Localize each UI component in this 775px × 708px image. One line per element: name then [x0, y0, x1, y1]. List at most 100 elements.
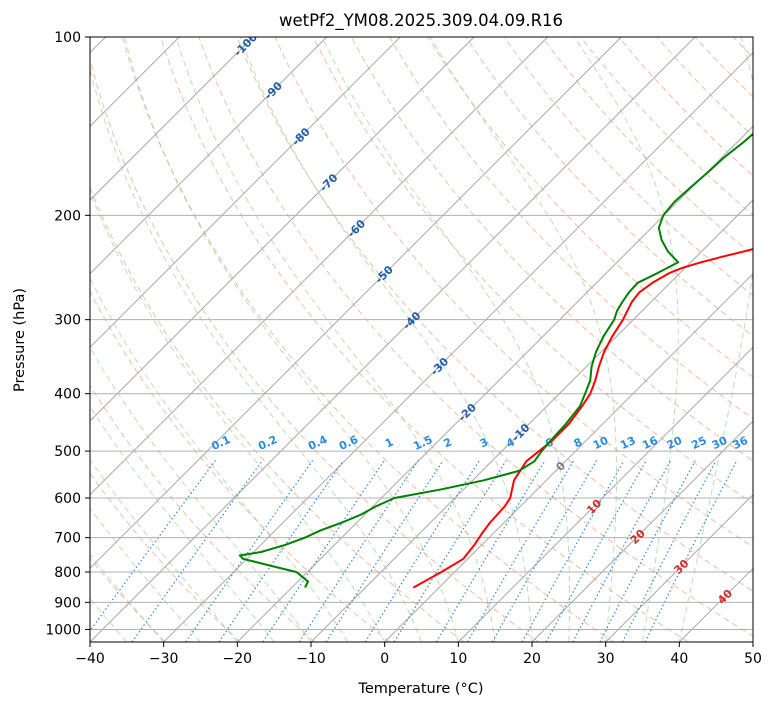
y-tick-label: 600 — [54, 491, 81, 507]
isotherm-line — [90, 37, 475, 422]
moist-adiabat — [90, 190, 386, 642]
dry-adiabat — [465, 37, 753, 337]
dry-adiabat — [90, 472, 241, 642]
moist-adiabat — [90, 553, 165, 642]
isotherm-line — [90, 37, 622, 570]
mixing-ratio-line — [435, 460, 546, 642]
isotherm-line — [163, 51, 753, 642]
background-lines — [90, 37, 775, 642]
mixing-ratio-label: 8 — [572, 435, 584, 450]
mixing-ratio-line — [364, 460, 480, 642]
isotherm-line — [90, 37, 696, 642]
mixing-ratio-line — [325, 460, 444, 642]
chart-title: wetPf2_YM08.2025.309.04.09.R16 — [279, 11, 563, 31]
dry-adiabat — [90, 58, 540, 642]
y-tick-label: 200 — [54, 208, 81, 224]
mixing-ratio-line — [545, 460, 647, 642]
moist-adiabat — [90, 276, 349, 642]
dry-adiabat — [274, 37, 753, 548]
mixing-ratio-line — [491, 460, 598, 642]
x-axis-label: Temperature (°C) — [357, 681, 483, 697]
y-tick-label: 100 — [54, 30, 81, 46]
mixing-ratio-line — [131, 460, 263, 642]
mixing-ratio-label: 16 — [640, 434, 660, 452]
moist-adiabat — [90, 405, 275, 642]
isotherm-line — [605, 493, 753, 642]
isotherm-line — [236, 125, 753, 642]
isotherm-line — [90, 37, 401, 349]
x-tick-label: 30 — [597, 651, 615, 667]
moist-adiabat — [678, 37, 753, 642]
x-tick-label: 10 — [449, 651, 467, 667]
dewpoint-profile-line — [238, 132, 753, 589]
isotherm-line — [310, 199, 753, 642]
profile-series — [238, 132, 753, 589]
moist-adiabat — [90, 458, 238, 642]
isotherm-line — [678, 567, 753, 642]
dry-adiabat — [732, 37, 753, 59]
line-annotations: 0.1 0.2 0.4 0.6 1 1.5 2 3 4 6 8 10 13 16 20 25 30 36-100-… — [209, 30, 751, 607]
mixing-ratio-label: 0.1 — [209, 433, 232, 453]
dry-adiabat — [236, 37, 753, 592]
mixing-ratio-label: 10 — [591, 434, 611, 452]
x-tick-label: −30 — [149, 651, 179, 667]
mixing-ratio-line — [298, 460, 419, 642]
dry-adiabat — [312, 37, 753, 505]
dry-adiabat — [122, 37, 614, 642]
dry-adiabat — [351, 37, 753, 462]
mixing-ratio-label: 1 — [383, 435, 395, 450]
plot-area: 0.1 0.2 0.4 0.6 1 1.5 2 3 4 6 8 10 13 16 20 25 30 36-100-… — [90, 30, 775, 642]
moist-adiabat — [321, 37, 571, 642]
mixing-ratio-label: 30 — [710, 434, 730, 452]
mixing-ratio-line — [90, 460, 216, 632]
y-tick-label: 700 — [54, 531, 81, 547]
isotherm-line — [752, 641, 753, 642]
dry-adiabat — [389, 37, 753, 420]
dry-adiabat — [198, 37, 753, 637]
mixing-ratio-line — [466, 460, 575, 642]
dry-adiabat — [503, 37, 753, 297]
dry-adiabat — [618, 37, 753, 177]
x-tick-label: −10 — [296, 651, 326, 667]
isotherm-label: 10 — [584, 497, 604, 517]
x-tick-label: −40 — [75, 651, 105, 667]
y-axis-ticks: 100 200 300 400 500 600 700 800 900 1000 — [45, 30, 90, 638]
dry-adiabat — [656, 37, 753, 137]
moist-adiabat — [90, 597, 128, 642]
y-tick-label: 300 — [54, 313, 81, 329]
x-tick-label: 50 — [744, 651, 762, 667]
dry-adiabat — [160, 37, 689, 642]
mixing-ratio-line — [621, 460, 717, 642]
moist-adiabat — [239, 37, 533, 642]
moist-adiabat — [90, 67, 422, 642]
mixing-ratio-label: 36 — [731, 434, 751, 452]
mixing-ratio-label: 2 — [442, 435, 454, 450]
y-tick-label: 400 — [54, 387, 81, 403]
dry-adiabat — [90, 384, 316, 642]
mixing-ratio-label: 20 — [665, 434, 685, 452]
mixing-ratio-line — [644, 460, 738, 642]
x-axis-ticks: −40 −30 −20 −10 0 10 20 30 40 50 — [75, 642, 762, 667]
moist-adiabat — [175, 37, 496, 642]
mixing-ratio-label: 0.6 — [337, 433, 360, 453]
dry-adiabat — [90, 186, 465, 642]
isotherm-line — [531, 420, 753, 642]
dry-adiabat — [427, 37, 753, 378]
isotherm-label: -100 — [231, 30, 260, 59]
mixing-ratio-line — [218, 460, 344, 642]
x-tick-label: 20 — [523, 651, 541, 667]
x-tick-label: 0 — [380, 651, 389, 667]
mixing-ratio-label: 25 — [689, 434, 708, 452]
y-tick-label: 500 — [54, 444, 81, 460]
mixing-ratio-label: 13 — [618, 434, 637, 452]
x-tick-label: −20 — [223, 651, 253, 667]
y-tick-label: 800 — [54, 565, 81, 581]
y-axis-label: Pressure (hPa) — [12, 288, 28, 392]
dry-adiabat — [771, 37, 775, 642]
mixing-ratio-line — [572, 460, 672, 642]
mixing-ratio-line — [521, 460, 625, 642]
isotherm-line — [90, 37, 328, 275]
isotherm-line — [90, 37, 549, 496]
dry-adiabat — [694, 37, 753, 98]
